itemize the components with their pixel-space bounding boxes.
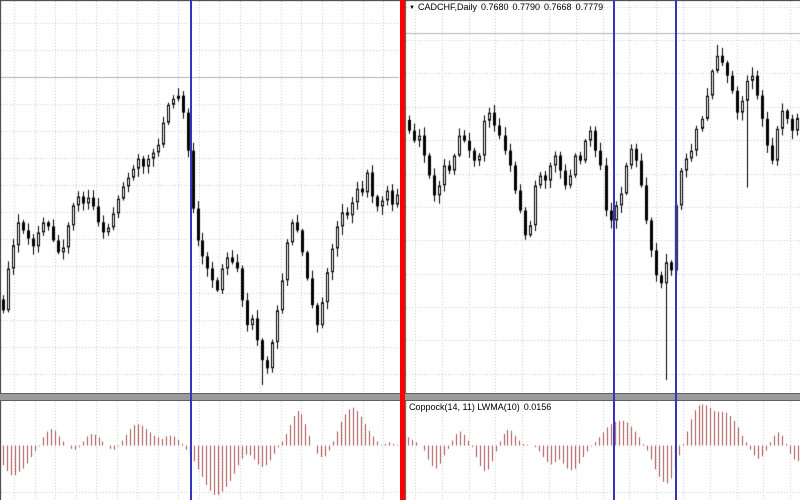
collapse-arrow-icon[interactable]: ▼	[409, 5, 415, 11]
indicator-label: Coppock(14, 11) LWMA(10) 0.0156	[409, 402, 555, 412]
chart-divider-line[interactable]	[400, 0, 405, 500]
open-value: 0.7680	[480, 2, 509, 12]
vertical-marker-line[interactable]	[190, 0, 192, 500]
chart-title-bar: ▼ CADCHF,Daily 0.7680 0.7790 0.7668 0.7779	[409, 2, 607, 12]
indicator-name-label: Coppock(14, 11) LWMA(10)	[409, 402, 520, 412]
vertical-marker-line[interactable]	[613, 0, 615, 500]
high-value: 0.7790	[512, 2, 541, 12]
close-value: 0.7779	[575, 2, 604, 12]
indicator-value: 0.0156	[523, 402, 552, 412]
vertical-marker-line[interactable]	[675, 0, 677, 500]
low-value: 0.7668	[544, 2, 572, 12]
symbol-period-label: CADCHF,Daily	[417, 2, 477, 12]
